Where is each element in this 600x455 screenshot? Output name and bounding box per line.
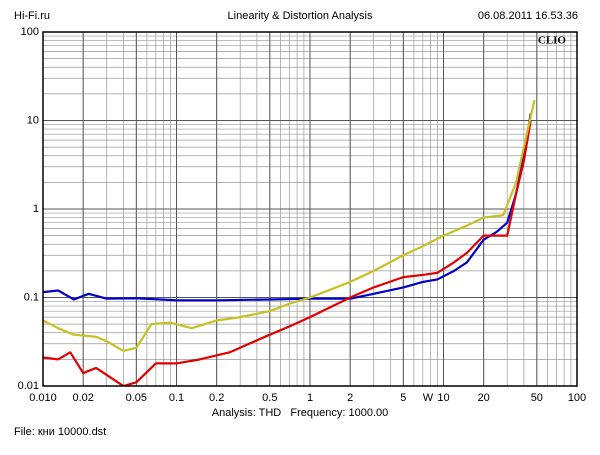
x-tick-label: 0.5 — [262, 392, 277, 404]
x-tick-label: 2 — [347, 392, 353, 404]
grid — [42, 31, 578, 387]
series-line — [43, 99, 536, 352]
x-tick-label: 0.2 — [209, 392, 224, 404]
chart-title: Linearity & Distortion Analysis — [228, 10, 373, 22]
y-tick-label: 0.1 — [24, 291, 39, 303]
x-tick-label: 0.010 — [29, 392, 57, 404]
x-tick-label: 5 — [400, 392, 406, 404]
plot — [43, 99, 536, 386]
x-tick-label: 1 — [307, 392, 313, 404]
site-name: Hi-Fi.ru — [14, 10, 50, 22]
y-tick-label: 1 — [33, 203, 39, 215]
date: 06.08.2011 16.53.36 — [478, 10, 578, 22]
x-tick-label: 0.05 — [126, 392, 147, 404]
x-tick-label: 0.1 — [169, 392, 184, 404]
x-tick-label: 10 — [437, 392, 449, 404]
plot-frame — [42, 31, 578, 387]
brand: CLIO — [538, 35, 567, 47]
series-line — [43, 120, 532, 386]
y-tick-label: 10 — [27, 114, 39, 126]
x-tick-label: 100 — [568, 392, 586, 404]
x-tick-label: 0.02 — [72, 392, 93, 404]
x-tick-label: 20 — [478, 392, 490, 404]
y-tick-label: 0.01 — [18, 380, 39, 392]
x-tick-label: 50 — [531, 392, 543, 404]
y-tick-label: 100 — [21, 26, 39, 38]
analysis-info: Analysis: THD Frequency: 1000.00 — [212, 407, 389, 419]
x-axis-label: W — [423, 392, 434, 404]
series-line — [43, 113, 532, 302]
file-name: File: кни 10000.dst — [14, 426, 106, 438]
